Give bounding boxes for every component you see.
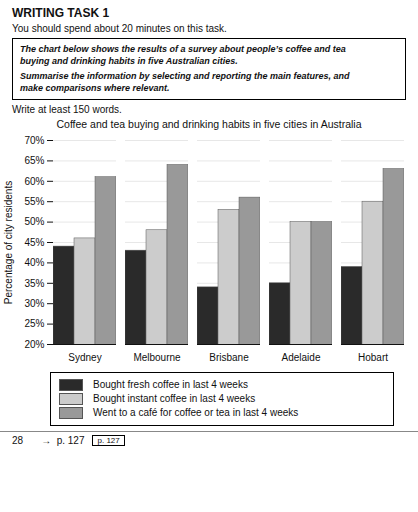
html-text:28: 28 [12,434,24,446]
html-text:Went to a café for coffee or t: Went to a café for coffee or tea in last… [93,407,299,419]
html-text:p. 127: p. 127 [97,435,120,445]
svg-text:60%: 60% [24,175,44,186]
html-text:Write at least 150 words.: Write at least 150 words. [12,103,122,115]
svg-text:Melbourne: Melbourne [133,351,181,362]
svg-text:35%: 35% [24,277,44,288]
svg-text:50%: 50% [24,216,44,227]
svg-text:45%: 45% [24,236,44,247]
svg-text:55%: 55% [24,195,44,206]
html-text:→ p. 127: → p. 127 [41,434,85,446]
html-text:make comparisons where relevan: make comparisons where relevant. [20,83,170,94]
svg-text:20%: 20% [24,338,44,349]
svg-text:30%: 30% [24,297,44,308]
svg-text:65%: 65% [24,155,44,166]
html-text:The chart below shows the resu: The chart below shows the results of a s… [20,44,346,54]
html-text:Bought instant coffee in last: Bought instant coffee in last 4 weeks [93,393,256,405]
svg-text:40%: 40% [24,257,44,268]
html-text:Summarise the information by s: Summarise the information by selecting a… [20,71,350,82]
svg-text:Brisbane: Brisbane [209,351,249,362]
svg-text:70%: 70% [24,134,44,145]
svg-text:Hobart: Hobart [358,351,388,362]
svg-text:25%: 25% [24,318,44,329]
html-text:WRITING TASK 1: WRITING TASK 1 [12,6,110,20]
html-text:You should spend about 20 minu: You should spend about 20 minutes on thi… [12,23,227,34]
svg-text:Sydney: Sydney [68,351,101,362]
html-text:buying and drinking habits in: buying and drinking habits in five Austr… [20,56,238,67]
svg-text:Adelaide: Adelaide [282,351,321,362]
html-text:Bought fresh coffee in last 4: Bought fresh coffee in last 4 weeks [93,379,248,391]
html-text:Coffee and tea buying and drin: Coffee and tea buying and drinking habit… [56,117,362,130]
svg-text:Percentage of city residents: Percentage of city residents [3,180,14,303]
